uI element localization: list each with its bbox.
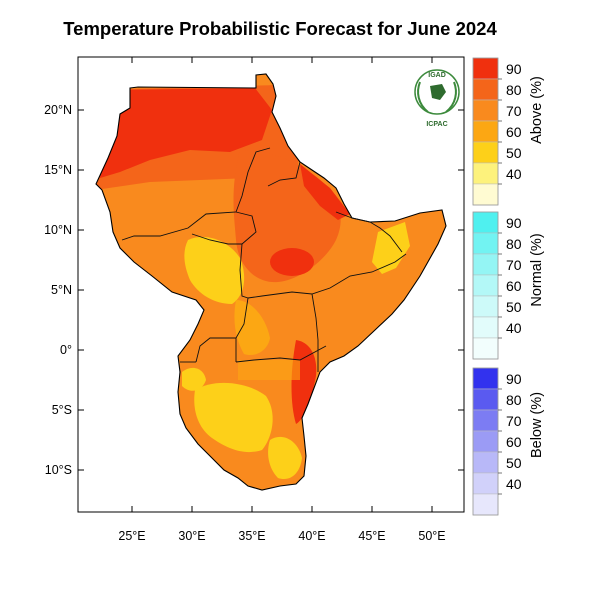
colorbar-tick-label: 80 <box>506 236 522 252</box>
lon-label: 25°E <box>118 529 145 543</box>
lat-label: 20°N <box>44 103 72 117</box>
colorbar-swatch <box>472 388 499 411</box>
colorbar-above-title: Above (%) <box>529 76 545 144</box>
lat-label: 0° <box>60 343 72 357</box>
colorbar-tick-label: 40 <box>506 320 522 336</box>
colorbar-tick-label: 90 <box>506 215 522 231</box>
colorbar-tick-label: 80 <box>506 392 522 408</box>
colorbar-swatch <box>472 253 499 276</box>
colorbar-swatch <box>472 367 499 390</box>
colorbar-normal-title: Normal (%) <box>529 233 545 306</box>
lat-label: 5°S <box>52 403 72 417</box>
colorbar-tick-label: 60 <box>506 434 522 450</box>
colorbar-swatch <box>472 472 499 495</box>
colorbar-normal: 90 80 70 60 50 40 <box>472 211 522 360</box>
colorbar-below: 90 80 70 60 50 40 <box>472 367 522 516</box>
longitude-labels: 25°E 30°E 35°E 40°E 45°E 50°E <box>118 529 445 543</box>
colorbar-tick-label: 70 <box>506 413 522 429</box>
colorbar-swatch <box>472 451 499 474</box>
colorbar-swatch <box>472 337 499 360</box>
lon-label: 45°E <box>358 529 385 543</box>
colorbar-below-title: Below (%) <box>529 392 545 458</box>
lat-label: 5°N <box>51 283 72 297</box>
colorbar-swatch <box>472 120 499 143</box>
colorbar-swatch <box>472 295 499 318</box>
svg-text:ICPAC: ICPAC <box>426 121 447 128</box>
colorbar-swatch <box>472 211 499 234</box>
colorbar-swatch <box>472 141 499 164</box>
colorbar-swatch <box>472 162 499 185</box>
colorbar-tick-label: 50 <box>506 145 522 161</box>
colorbar-swatch <box>472 493 499 516</box>
colorbar-above: 90 80 70 60 50 40 <box>472 57 522 206</box>
colorbar-tick-label: 80 <box>506 82 522 98</box>
colorbar-tick-label: 50 <box>506 455 522 471</box>
lon-label: 40°E <box>298 529 325 543</box>
colorbar-swatch <box>472 232 499 255</box>
axis-ticks <box>78 57 464 512</box>
colorbar-swatch <box>472 183 499 206</box>
colorbar-tick-label: 70 <box>506 103 522 119</box>
lat-label: 15°N <box>44 163 72 177</box>
colorbar-swatch <box>472 316 499 339</box>
lon-label: 35°E <box>238 529 265 543</box>
colorbar-tick-label: 60 <box>506 124 522 140</box>
colorbar-tick-label: 50 <box>506 299 522 315</box>
colorbar-tick-label: 40 <box>506 476 522 492</box>
colorbar-tick-label: 70 <box>506 257 522 273</box>
latitude-labels: 20°N 15°N 10°N 5°N 0° 5°S 10°S <box>44 103 72 477</box>
colorbar-swatch <box>472 78 499 101</box>
lat-label: 10°N <box>44 223 72 237</box>
country-borders <box>121 147 407 372</box>
lon-label: 50°E <box>418 529 445 543</box>
svg-text:IGAD: IGAD <box>428 72 446 79</box>
colorbar-swatch <box>472 430 499 453</box>
colorbar-tick-label: 40 <box>506 166 522 182</box>
colorbar-swatch <box>472 409 499 432</box>
colorbar-tick-label: 60 <box>506 278 522 294</box>
colorbar-swatch <box>472 99 499 122</box>
igad-icpac-logo: IGAD ICPAC <box>414 69 460 128</box>
lat-label: 10°S <box>45 463 72 477</box>
colorbar-tick-label: 90 <box>506 371 522 387</box>
colorbar-swatch <box>472 274 499 297</box>
lon-label: 30°E <box>178 529 205 543</box>
colorbar-swatch <box>472 57 499 80</box>
colorbar-tick-label: 90 <box>506 61 522 77</box>
map-title: Temperature Probabilistic Forecast for J… <box>63 18 497 39</box>
